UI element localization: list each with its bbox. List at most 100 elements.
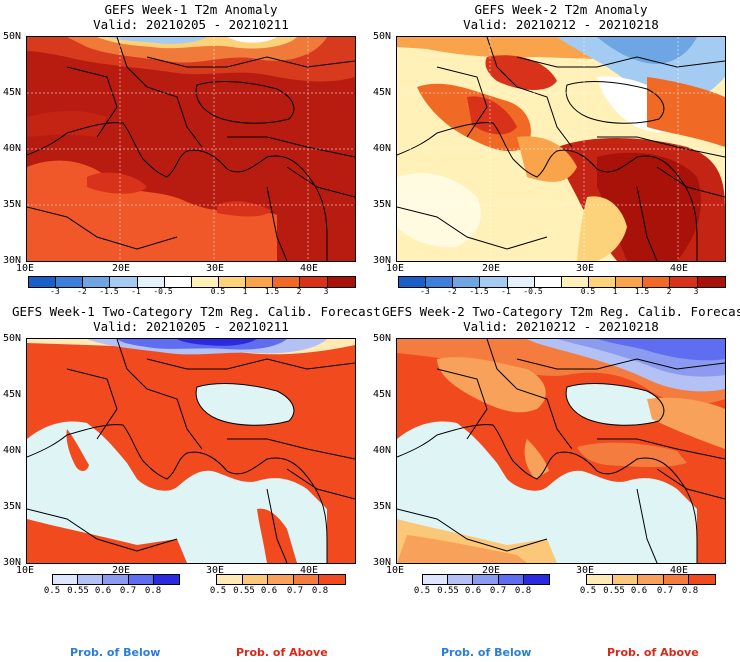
- cbar-swatch: [327, 277, 355, 287]
- lat-tick-35: 35N: [3, 199, 22, 210]
- below-colorbar: [52, 574, 180, 585]
- lon-tick-30: 30E: [206, 263, 225, 274]
- cbar-swatch: [218, 277, 247, 287]
- cbar-swatch: [103, 575, 129, 584]
- panel-title: GEFS Week-2 Two-Category T2m Reg. Calib.…: [382, 304, 740, 319]
- lon-tick-40: 40E: [670, 263, 689, 274]
- cbar-swatch: [426, 277, 454, 287]
- cbar-swatch: [587, 575, 613, 584]
- cbar-swatch: [689, 575, 715, 584]
- above-colorbar: [586, 574, 716, 585]
- cbar-swatch: [612, 575, 639, 584]
- below-cbar-label: 0.5: [43, 586, 61, 596]
- panel-valid-dates: Valid: 20210205 - 20210211: [93, 17, 289, 32]
- lat-tick-35: 35N: [3, 501, 22, 512]
- below-cbar-label: 0.6: [94, 586, 112, 596]
- below-cbar-label: 0.5: [413, 586, 431, 596]
- cbar-swatch: [523, 575, 549, 584]
- cbar-label: -3: [420, 287, 430, 296]
- lat-tick-45: 45N: [373, 87, 392, 98]
- lat-tick-40: 40N: [373, 445, 392, 456]
- anomaly-colorbar: [28, 276, 356, 288]
- cbar-label: -2: [77, 287, 87, 296]
- cbar-label: 1.5: [634, 287, 650, 296]
- cbar-swatch: [29, 277, 57, 287]
- cbar-label: 3: [323, 287, 329, 296]
- panel-valid-dates: Valid: 20210212 - 20210218: [463, 17, 659, 32]
- above-cbar-label: 0.8: [681, 586, 699, 596]
- lat-tick-35: 35N: [373, 501, 392, 512]
- lon-tick-40: 40E: [300, 263, 319, 274]
- below-cbar-label: 0.8: [144, 586, 162, 596]
- above-cbar-label: 0.6: [260, 586, 278, 596]
- lon-tick-30: 30E: [206, 565, 225, 576]
- lon-tick-20: 20E: [112, 263, 131, 274]
- cbar-swatch: [453, 277, 481, 287]
- lat-tick-30: 30N: [3, 557, 22, 568]
- lon-tick-10: 10E: [386, 565, 405, 576]
- cbar-swatch: [137, 277, 165, 287]
- anomaly-colorbar: [398, 276, 726, 288]
- cbar-label: -1: [131, 287, 141, 296]
- cbar-swatch: [423, 575, 449, 584]
- anomaly-map: [396, 36, 726, 262]
- lat-tick-45: 45N: [373, 389, 392, 400]
- cbar-swatch: [561, 277, 589, 287]
- cbar-label: 3: [693, 287, 699, 296]
- lat-tick-40: 40N: [3, 143, 22, 154]
- cbar-label: -3: [50, 287, 60, 296]
- cbar-swatch: [643, 277, 671, 287]
- above-cbar-label: 0.55: [233, 586, 255, 596]
- cbar-label: 1.5: [264, 287, 280, 296]
- cbar-swatch: [246, 277, 274, 287]
- lat-tick-45: 45N: [3, 87, 22, 98]
- footer-above-label: Prob. of Above: [236, 646, 328, 659]
- above-cbar-label: 0.6: [630, 586, 648, 596]
- panel-week2-anomaly: GEFS Week-2 T2m Anomaly Valid: 20210212 …: [370, 0, 740, 300]
- cbar-swatch: [507, 277, 535, 287]
- panel-title: GEFS Week-2 T2m Anomaly: [474, 2, 648, 17]
- cbar-swatch: [78, 575, 104, 584]
- cbar-swatch: [638, 575, 664, 584]
- cbar-swatch: [53, 575, 79, 584]
- footer-above-label: Prob. of Above: [607, 646, 699, 659]
- anomaly-map: [26, 36, 356, 262]
- cbar-label: -2: [447, 287, 457, 296]
- cbar-swatch: [83, 277, 111, 287]
- cbar-label: -1: [501, 287, 511, 296]
- lon-tick-10: 10E: [386, 263, 405, 274]
- lat-tick-35: 35N: [373, 199, 392, 210]
- cbar-swatch: [164, 277, 192, 287]
- probability-map: [396, 338, 726, 564]
- lat-tick-30: 30N: [373, 255, 392, 266]
- panel-valid-dates: Valid: 20210212 - 20210218: [463, 319, 659, 334]
- cbar-swatch: [498, 575, 524, 584]
- above-cbar-label: 0.8: [311, 586, 329, 596]
- panel-week2-probability: GEFS Week-2 Two-Category T2m Reg. Calib.…: [370, 302, 740, 602]
- cbar-swatch: [242, 575, 269, 584]
- below-colorbar: [422, 574, 550, 585]
- panel-week1-probability: GEFS Week-1 Two-Category T2m Reg. Calib.…: [0, 302, 381, 602]
- lat-tick-50: 50N: [3, 31, 22, 42]
- cbar-swatch: [319, 575, 345, 584]
- cbar-label: 1: [242, 287, 248, 296]
- cbar-swatch: [217, 575, 243, 584]
- cbar-label: 0.5: [210, 287, 226, 296]
- cbar-swatch: [663, 575, 690, 584]
- above-colorbar: [216, 574, 346, 585]
- lat-tick-40: 40N: [373, 143, 392, 154]
- cbar-swatch: [697, 277, 725, 287]
- cbar-label: -1.5: [99, 287, 119, 296]
- below-cbar-label: 0.55: [67, 586, 89, 596]
- lon-tick-20: 20E: [482, 565, 501, 576]
- cbar-label: 0.5: [580, 287, 596, 296]
- cbar-label: -0.5: [153, 287, 173, 296]
- lat-tick-30: 30N: [373, 557, 392, 568]
- lon-tick-10: 10E: [16, 565, 35, 576]
- cbar-swatch: [473, 575, 499, 584]
- cbar-swatch: [534, 277, 562, 287]
- below-cbar-label: 0.55: [437, 586, 459, 596]
- probability-map: [26, 338, 356, 564]
- below-cbar-label: 0.6: [464, 586, 482, 596]
- cbar-swatch: [273, 277, 301, 287]
